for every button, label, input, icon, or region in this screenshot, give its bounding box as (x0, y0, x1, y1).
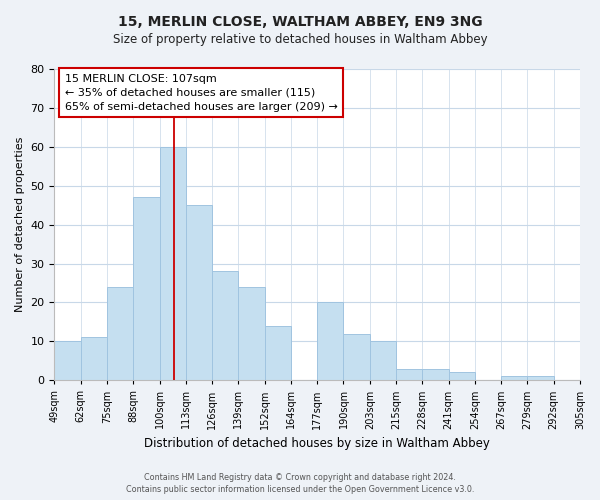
Bar (80, 338, 107, 380)
Bar (238, 287, 265, 380)
Bar (422, 368, 449, 380)
Bar (186, 205, 212, 380)
Bar (317, 302, 343, 380)
Bar (55, 342, 80, 380)
Text: 15, MERLIN CLOSE, WALTHAM ABBEY, EN9 3NG: 15, MERLIN CLOSE, WALTHAM ABBEY, EN9 3NG (118, 15, 482, 29)
Bar (212, 272, 238, 380)
Text: 15 MERLIN CLOSE: 107sqm
← 35% of detached houses are smaller (115)
65% of semi-d: 15 MERLIN CLOSE: 107sqm ← 35% of detache… (65, 74, 338, 112)
Text: Size of property relative to detached houses in Waltham Abbey: Size of property relative to detached ho… (113, 32, 487, 46)
X-axis label: Distribution of detached houses by size in Waltham Abbey: Distribution of detached houses by size … (144, 437, 490, 450)
Bar (160, 147, 186, 380)
Bar (107, 287, 133, 380)
Bar (133, 198, 160, 380)
Bar (265, 326, 291, 380)
Y-axis label: Number of detached properties: Number of detached properties (15, 137, 25, 312)
Bar (449, 372, 475, 380)
Bar (501, 376, 527, 380)
Bar (527, 376, 554, 380)
Bar (396, 368, 422, 380)
Bar (343, 334, 370, 380)
Bar (370, 342, 396, 380)
Text: Contains HM Land Registry data © Crown copyright and database right 2024.
Contai: Contains HM Land Registry data © Crown c… (126, 472, 474, 494)
